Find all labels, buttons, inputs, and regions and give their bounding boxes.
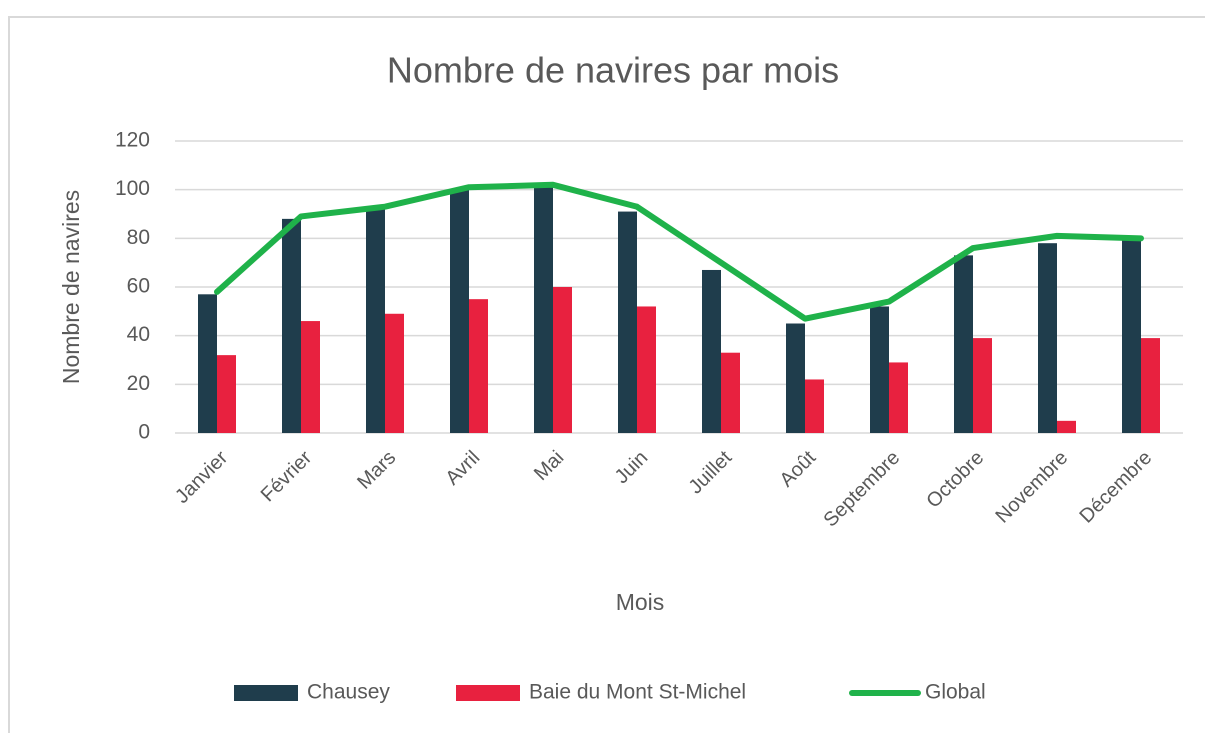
y-tick-label: 60 (127, 275, 150, 298)
bar (786, 323, 805, 433)
bar (973, 338, 992, 433)
bar (870, 306, 889, 433)
bar (1038, 243, 1057, 433)
bar (721, 352, 740, 433)
y-tick-label: 0 (138, 421, 150, 444)
bar (450, 189, 469, 433)
bar (702, 269, 721, 433)
bar (534, 187, 553, 433)
legend-swatch (234, 685, 298, 701)
bar (282, 218, 301, 433)
line-series (214, 181, 1144, 322)
bar (366, 209, 385, 433)
bar (1141, 338, 1160, 433)
y-tick-label: 120 (115, 129, 150, 152)
bar (889, 362, 908, 433)
bar (805, 379, 824, 433)
legend-label: Baie du Mont St-Michel (529, 681, 746, 704)
x-axis-label: Mois (616, 589, 665, 615)
bar (198, 294, 217, 433)
bar (469, 299, 488, 433)
bar (301, 321, 320, 433)
bar (637, 306, 656, 433)
bar (553, 287, 572, 433)
legend-label: Global (925, 681, 986, 704)
legend-label: Chausey (307, 681, 390, 704)
y-tick-label: 20 (127, 372, 150, 395)
bar (954, 255, 973, 433)
bar (1122, 238, 1141, 433)
y-axis-label: Nombre de navires (58, 190, 84, 384)
bar (1057, 420, 1076, 433)
y-tick-label: 100 (115, 177, 150, 200)
y-tick-label: 40 (127, 323, 150, 346)
bar (385, 313, 404, 433)
bar (217, 355, 236, 433)
chart-title: Nombre de navires par mois (387, 50, 839, 91)
legend-swatch (456, 685, 520, 701)
chart-frame (8, 16, 1205, 733)
bar (618, 211, 637, 433)
y-tick-label: 80 (127, 226, 150, 249)
